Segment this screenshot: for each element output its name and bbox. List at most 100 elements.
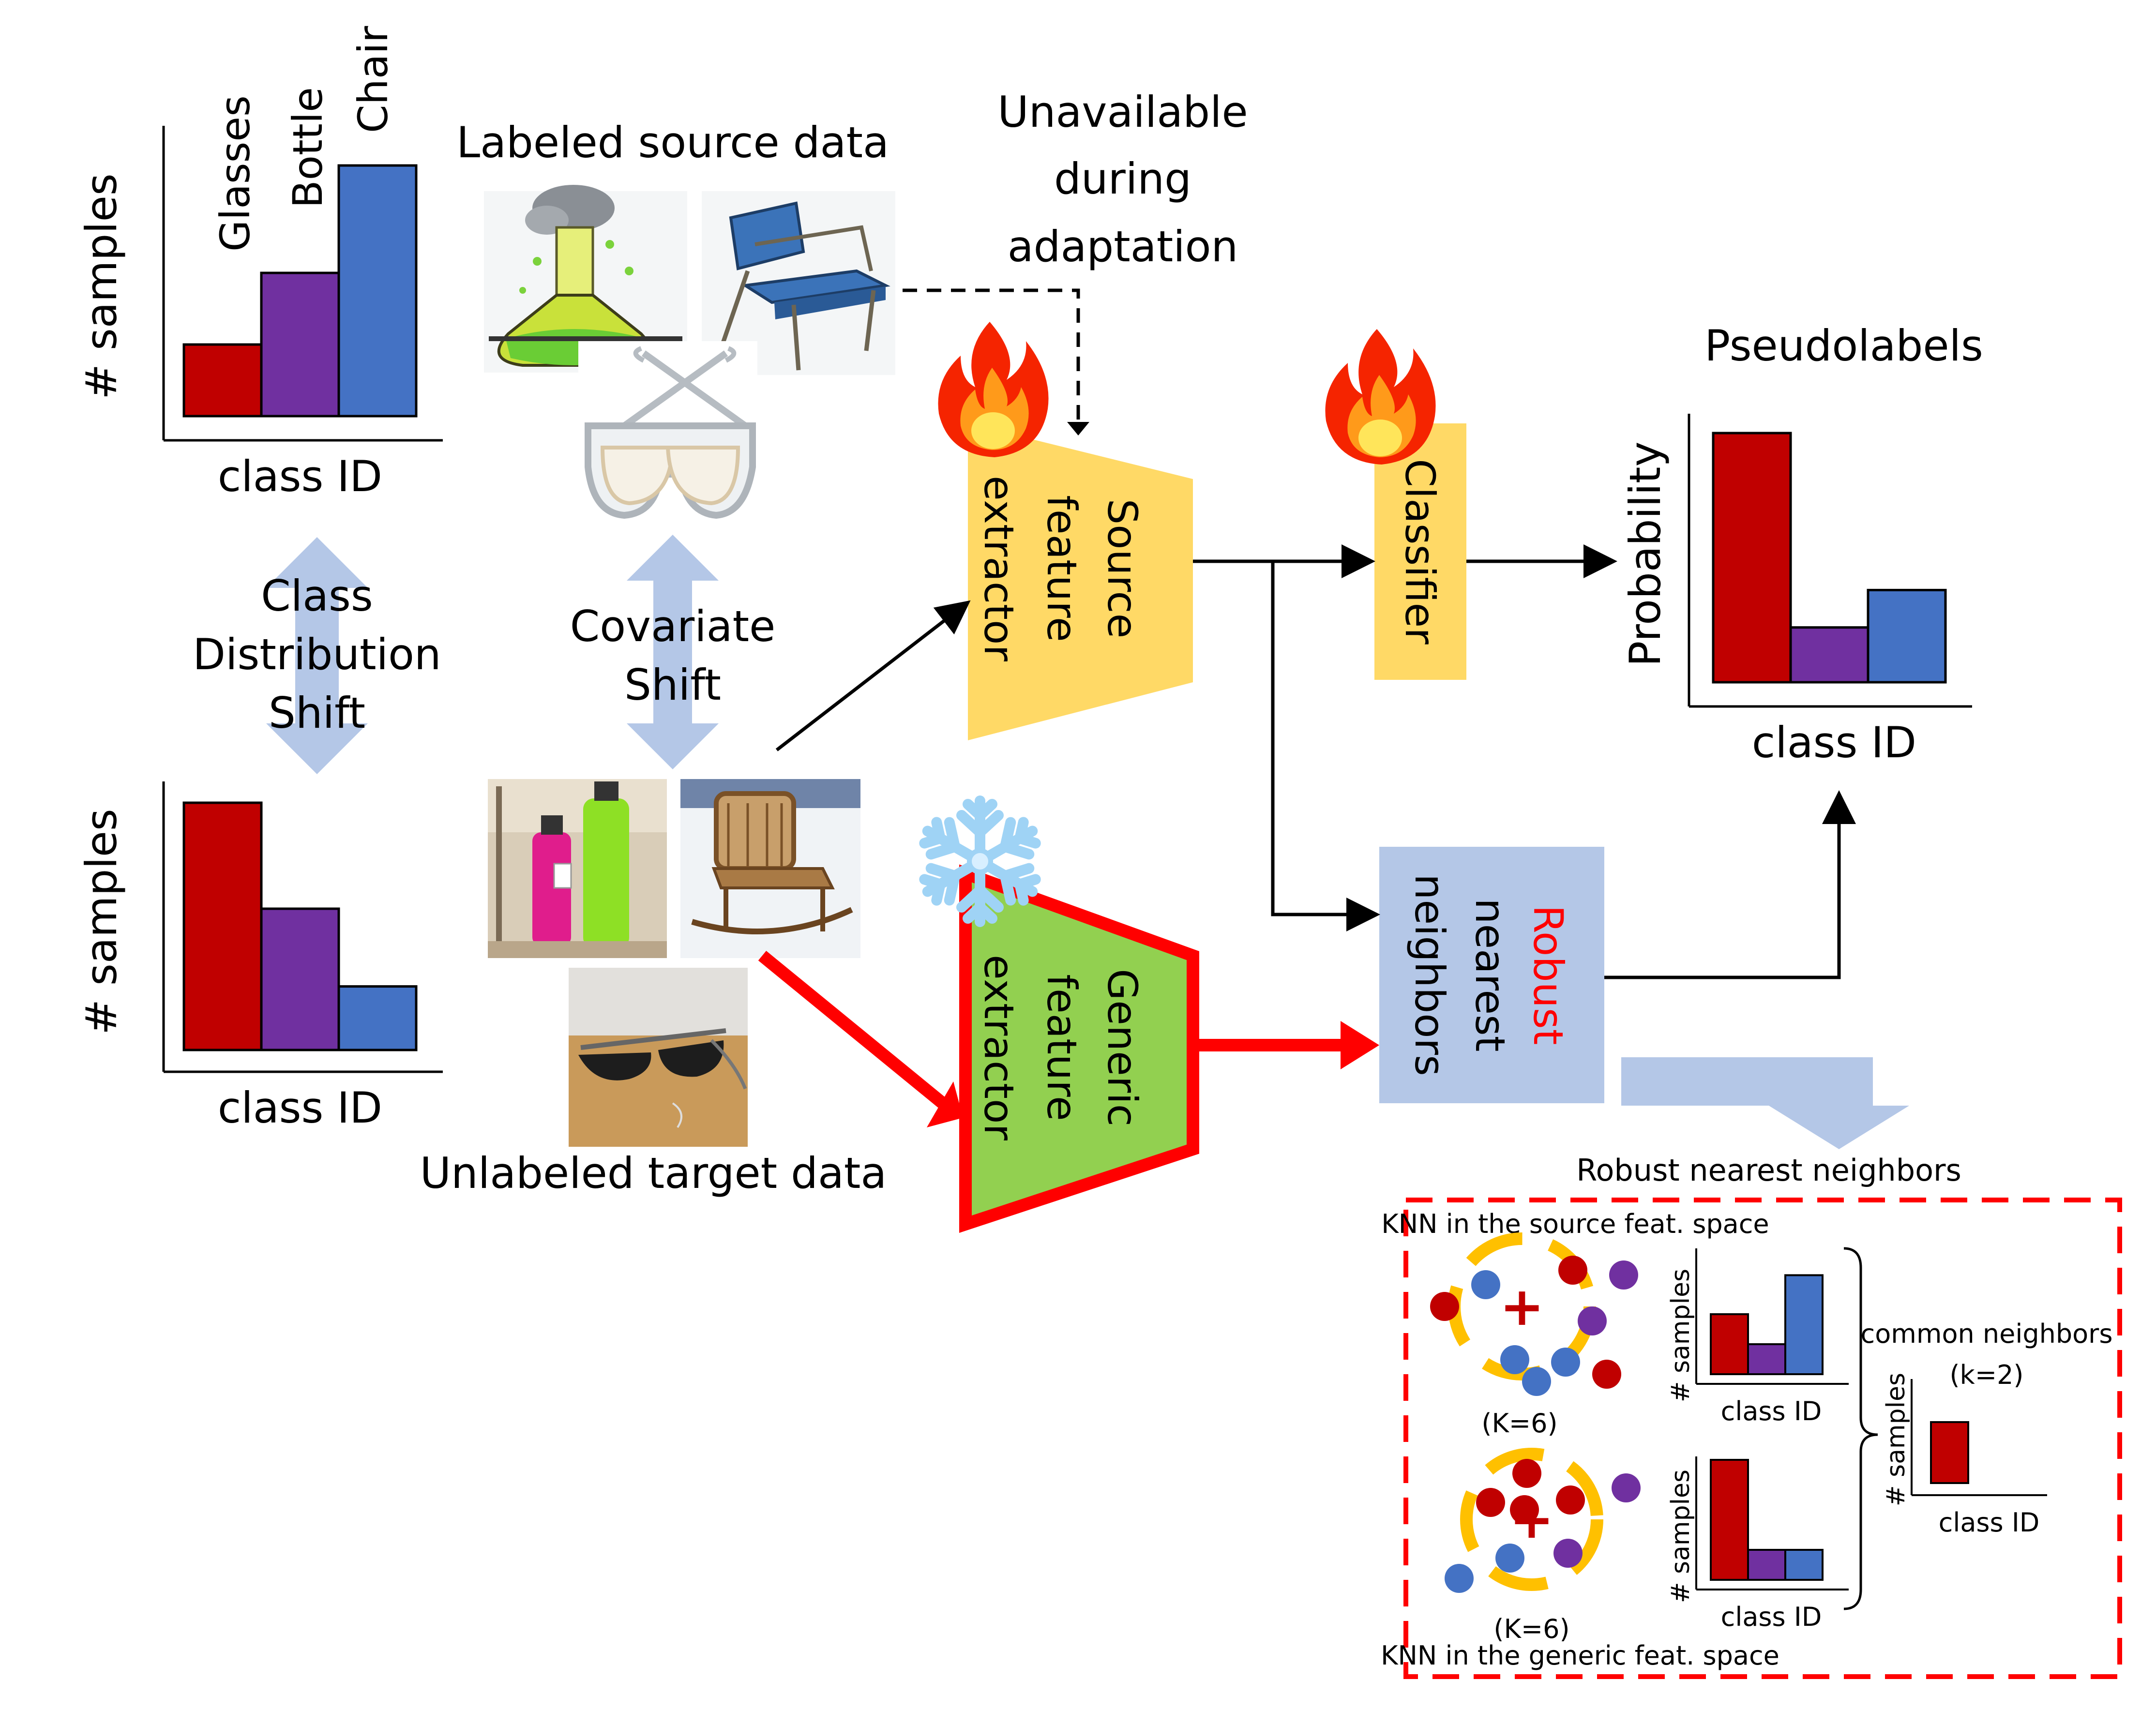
source-knn-ylabel: # samples [1666, 1269, 1695, 1402]
bar-label-glasses: Glasses [211, 95, 259, 252]
generic-knn-bar-1 [1747, 1549, 1786, 1581]
source-class-histogram: # samples class ID Glasses Bottle Chair [76, 26, 443, 501]
point-purple [1609, 1260, 1638, 1290]
sunglasses-image [569, 968, 748, 1147]
pseudolabels-xlabel: class ID [1752, 718, 1916, 767]
flow-arrows [758, 544, 1909, 1149]
unavailable-arrowhead [1067, 422, 1089, 435]
rnn-line1: Robust [1524, 905, 1572, 1045]
snowflake-icon [919, 795, 1042, 922]
source-extractor-line3: extractor [975, 476, 1023, 661]
detail-dashed-box [1403, 1198, 2122, 1679]
arrow-source-features-to-rnn [1271, 561, 1380, 931]
point-red [1556, 1485, 1585, 1515]
unavailable-line3: adaptation [1008, 222, 1238, 271]
covariate-shift: Covariate Shift [570, 535, 776, 769]
detail-expand-arrow [1621, 1057, 1909, 1149]
source-extractor-line1: Source [1099, 499, 1146, 639]
covariate-shift-line1: Covariate [570, 601, 776, 651]
generic-knn-cluster: + [1445, 1448, 1641, 1593]
class-shift-line3: Shift [269, 688, 365, 738]
point-blue [1551, 1348, 1580, 1377]
point-red [1510, 1495, 1539, 1524]
point-purple [1612, 1473, 1641, 1502]
source-hist-ylabel: # samples [76, 173, 126, 400]
class-distribution-shift: Class Distribution Shift [193, 537, 441, 774]
detail-title: Robust nearest neighbors [1576, 1153, 1961, 1188]
target-bar-0 [182, 801, 263, 1051]
unavailable-line2: during [1054, 154, 1191, 204]
bar-label-chair: Chair [349, 26, 397, 133]
point-purple [1578, 1306, 1607, 1335]
rnn-line2: nearest [1466, 898, 1514, 1051]
unavailable-dashed-arrow [903, 288, 1080, 426]
generic-extractor-line2: feature [1038, 974, 1086, 1121]
point-blue [1471, 1270, 1500, 1299]
pseudolabel-bar-0 [1712, 432, 1792, 684]
fire-icon [938, 322, 1049, 457]
common-bar-0 [1930, 1421, 1969, 1484]
source-bar-1 [260, 271, 340, 418]
generic-extractor-line1: Generic [1099, 969, 1146, 1126]
source-bar-0 [182, 343, 263, 418]
target-bar-1 [260, 907, 340, 1051]
goggles-image [578, 341, 757, 525]
point-red [1558, 1256, 1587, 1285]
rnn-line3: neighbors [1406, 874, 1453, 1076]
query-plus-icon: + [1500, 1275, 1544, 1337]
rnn-detail-panel: Robust nearest neighbors KNN in the sour… [1381, 1153, 2122, 1679]
source-knn-bar-1 [1747, 1343, 1786, 1375]
generic-knn-bars [1710, 1459, 1824, 1581]
generic-knn-bar-0 [1710, 1459, 1749, 1581]
red-arrow-target-to-generic [758, 950, 953, 1113]
source-knn-cluster: + [1430, 1232, 1638, 1396]
unlabeled-target-label: Unlabeled target data [420, 1148, 887, 1198]
merge-brace [1843, 1247, 1878, 1610]
pseudolabel-bar-1 [1789, 626, 1870, 684]
target-hist-ylabel: # samples [76, 809, 126, 1035]
source-knn-bar-2 [1784, 1274, 1824, 1375]
class-shift-double-arrow [266, 537, 368, 774]
generic-knn-xlabel: class ID [1721, 1602, 1822, 1632]
common-k-label: (k=2) [1949, 1360, 2023, 1390]
common-bars [1930, 1421, 1969, 1484]
point-red [1512, 1459, 1541, 1488]
target-class-histogram: # samples class ID [76, 781, 443, 1133]
arrow-target-to-source-extractor [775, 600, 971, 751]
target-histogram-bars [182, 801, 418, 1051]
bar-label-bottle: Bottle [284, 87, 332, 208]
point-blue [1495, 1544, 1524, 1573]
fire-icon [1325, 329, 1436, 465]
source-knn-xlabel: class ID [1721, 1396, 1822, 1426]
pseudolabels-title: Pseudolabels [1704, 321, 1983, 371]
generic-extractor-block [959, 864, 1199, 1233]
target-bar-2 [337, 985, 418, 1051]
source-histogram-bars [182, 164, 418, 418]
covariate-shift-double-arrow [627, 535, 719, 769]
point-red [1430, 1292, 1459, 1321]
point-blue [1500, 1345, 1529, 1374]
generic-extractor-line3: extractor [975, 955, 1023, 1140]
classifier-label: Classifier [1396, 459, 1444, 645]
source-space-label: KNN in the source feat. space [1381, 1209, 1769, 1239]
class-shift-line2: Distribution [193, 630, 441, 679]
source-knn-bar-0 [1710, 1313, 1749, 1375]
source-knn-bars [1710, 1274, 1824, 1375]
common-neighbors-histogram: # samples class ID [1882, 1373, 2047, 1538]
rnn-block [1379, 847, 1604, 1103]
classifier-block [1374, 423, 1466, 680]
source-bar-2 [337, 164, 418, 418]
classifier: Classifier [1374, 423, 1466, 680]
pseudolabel-bars [1712, 432, 1947, 684]
point-red [1476, 1488, 1505, 1517]
pseudolabel-bar-2 [1867, 588, 1947, 684]
generic-space-label: KNN in the generic feat. space [1381, 1640, 1779, 1671]
unavailable-line1: Unavailable [997, 87, 1248, 137]
source-knn-histogram: # samples class ID [1666, 1248, 1849, 1426]
point-blue [1445, 1564, 1474, 1593]
rocking-chair-image [680, 779, 860, 958]
generic-knn-ylabel: # samples [1666, 1470, 1695, 1603]
class-shift-line1: Class [261, 571, 373, 621]
generic-knn-histogram: # samples class ID [1666, 1456, 1849, 1632]
